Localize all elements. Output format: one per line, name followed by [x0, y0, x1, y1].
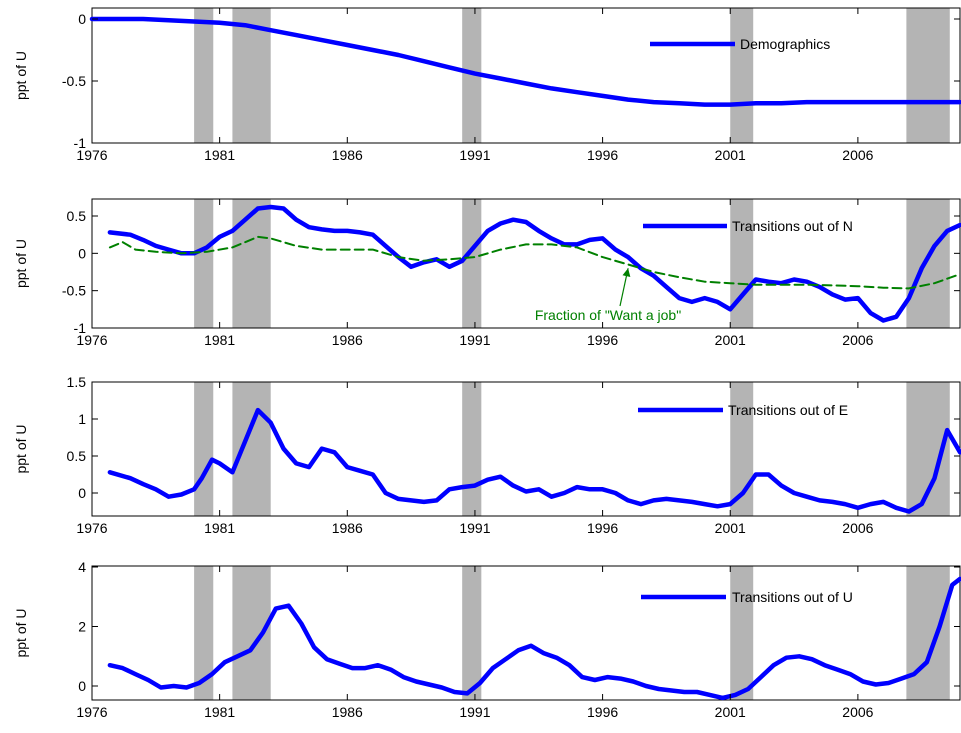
- panel-transitions-out-of-e: 1976 1981 1986 1991 1996 2001 2006 1.5 1 0.5 0 ppt…: [13, 374, 961, 536]
- x-tick-label: 1976: [76, 520, 107, 536]
- y-tick-label: 1.5: [67, 374, 87, 390]
- x-tick-label: 1986: [332, 147, 363, 163]
- y-tick-label: 1: [78, 411, 86, 427]
- series-line-want-a-job: [108, 235, 961, 290]
- x-tick-label: 1981: [204, 520, 235, 536]
- panel-transitions-out-of-n: 1976 1981 1986 1991 1996 2001 2006 0.5 0 -0.5 -1 p…: [13, 198, 961, 348]
- series-line-main: [89, 16, 961, 107]
- y-tick-label: 0: [78, 678, 86, 694]
- recession-band: [906, 8, 950, 143]
- annotation-text: Fraction of "Want a job": [535, 307, 681, 323]
- legend: Transitions out of N: [643, 218, 853, 234]
- x-tick-label: 1981: [204, 704, 235, 720]
- annotation-want-a-job: Fraction of "Want a job": [535, 268, 681, 323]
- y-tick-label: 0: [78, 485, 86, 501]
- y-tick-label: -0.5: [62, 73, 86, 89]
- annotation-arrowhead: [622, 268, 631, 277]
- legend-label-demographics: Demographics: [740, 36, 830, 52]
- x-tick-label: 1996: [587, 704, 618, 720]
- y-tick-label: 0: [78, 11, 86, 27]
- recession-band: [232, 199, 271, 328]
- x-tick-label: 1986: [332, 520, 363, 536]
- x-tick-label: 2001: [715, 520, 746, 536]
- y-axis-label: ppt of U: [13, 608, 29, 657]
- x-tick-label: 2006: [842, 147, 873, 163]
- x-tick-label: 1976: [76, 332, 107, 348]
- recession-band: [730, 566, 754, 700]
- series-line-main: [107, 407, 961, 514]
- plot-area-frame: [91, 7, 961, 144]
- recession-band: [462, 382, 482, 516]
- series-line-main: [107, 204, 961, 323]
- legend-label-transitions-out-of-u: Transitions out of U: [732, 589, 853, 605]
- recession-band: [194, 8, 214, 143]
- panel-transitions-out-of-u: 1976 1981 1986 1991 1996 2001 2006 4 2 0 ppt of U…: [13, 559, 961, 720]
- recession-band: [906, 199, 950, 328]
- recession-band: [462, 566, 482, 700]
- y-tick-label: 2: [78, 619, 86, 635]
- recession-band: [462, 199, 482, 328]
- x-tick-label: 1986: [332, 704, 363, 720]
- legend: Transitions out of U: [641, 589, 853, 605]
- recession-band: [232, 382, 271, 516]
- panel-demographics: 1976 1981 1986 1991 1996 2001 2006 0 -0.5 -1 ppt …: [13, 7, 961, 163]
- recession-band: [730, 199, 754, 328]
- x-tick-label: 2001: [715, 332, 746, 348]
- plot-area-frame: [91, 198, 961, 329]
- recession-band: [906, 566, 950, 700]
- x-tick-label: 1996: [587, 147, 618, 163]
- x-tick-label: 1996: [587, 520, 618, 536]
- x-tick-label: 1986: [332, 332, 363, 348]
- x-tick-label: 2001: [715, 704, 746, 720]
- legend-label-transitions-out-of-n: Transitions out of N: [732, 218, 853, 234]
- y-tick-label: -1: [74, 320, 87, 336]
- legend-label-transitions-out-of-e: Transitions out of E: [728, 402, 848, 418]
- recession-band: [462, 8, 482, 143]
- y-axis-label: ppt of U: [13, 239, 29, 288]
- x-tick-label: 1991: [459, 147, 490, 163]
- x-tick-label: 1996: [587, 332, 618, 348]
- y-tick-label: 4: [78, 559, 86, 575]
- x-tick-label: 2006: [842, 520, 873, 536]
- recession-band: [194, 382, 214, 516]
- x-tick-label: 1981: [204, 332, 235, 348]
- plot-area-frame: [91, 565, 961, 701]
- recession-band: [194, 566, 214, 700]
- x-tick-label: 1976: [76, 147, 107, 163]
- y-tick-label: -0.5: [62, 283, 86, 299]
- y-tick-label: 0.5: [67, 208, 87, 224]
- x-tick-label: 2006: [842, 704, 873, 720]
- x-tick-label: 2006: [842, 332, 873, 348]
- y-tick-label: 0.5: [67, 448, 87, 464]
- x-tick-label: 1991: [459, 704, 490, 720]
- x-tick-label: 1991: [459, 520, 490, 536]
- x-tick-label: 1991: [459, 332, 490, 348]
- y-axis-label: ppt of U: [13, 424, 29, 473]
- series-line-main: [107, 576, 961, 701]
- y-tick-label: -1: [74, 135, 87, 151]
- legend: Demographics: [650, 36, 830, 52]
- y-tick-label: 0: [78, 245, 86, 261]
- legend: Transitions out of E: [638, 402, 848, 418]
- recession-band: [194, 199, 214, 328]
- x-tick-label: 1981: [204, 147, 235, 163]
- x-tick-label: 1976: [76, 704, 107, 720]
- recession-band: [730, 382, 754, 516]
- y-axis-label: ppt of U: [13, 51, 29, 100]
- recession-band: [730, 8, 754, 143]
- x-tick-label: 2001: [715, 147, 746, 163]
